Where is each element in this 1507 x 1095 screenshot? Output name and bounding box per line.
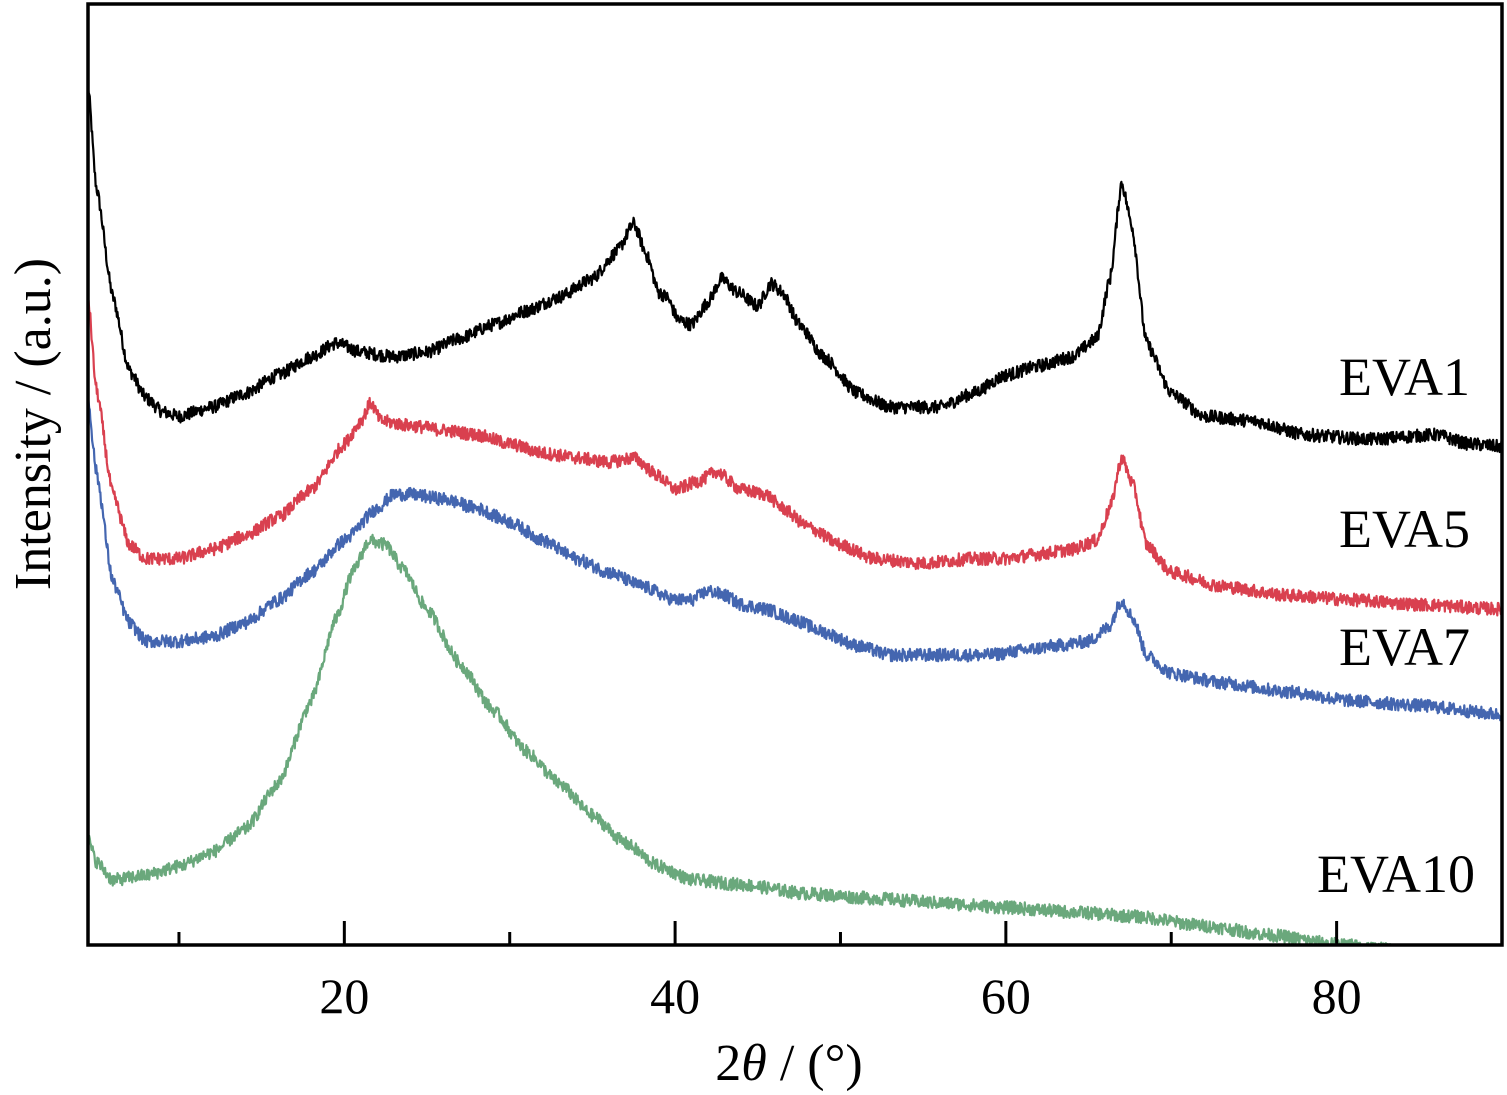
x-tick-label: 20 xyxy=(319,968,369,1024)
series-line-eva1 xyxy=(88,83,1502,454)
series-line-eva10 xyxy=(88,533,1426,945)
x-axis-label: 2θ / (°) xyxy=(715,1035,862,1092)
x-tick-label: 60 xyxy=(981,968,1031,1024)
y-axis-label: Intensity / (a.u.) xyxy=(5,258,62,590)
series-layer xyxy=(88,83,1502,945)
x-tick-label: 40 xyxy=(650,968,700,1024)
series-line-eva7 xyxy=(88,394,1502,722)
series-label-eva10: EVA10 xyxy=(1317,844,1475,904)
series-labels: EVA1 EVA5 EVA7 EVA10 xyxy=(1317,347,1475,904)
plot-frame xyxy=(86,2,1504,947)
x-ticks: 20 40 60 80 xyxy=(177,921,1504,1024)
series-line-eva5 xyxy=(88,297,1502,617)
series-label-eva5: EVA5 xyxy=(1339,499,1470,559)
x-tick-label: 80 xyxy=(1312,968,1362,1024)
series-label-eva1: EVA1 xyxy=(1339,347,1470,407)
series-label-eva7: EVA7 xyxy=(1339,617,1470,677)
